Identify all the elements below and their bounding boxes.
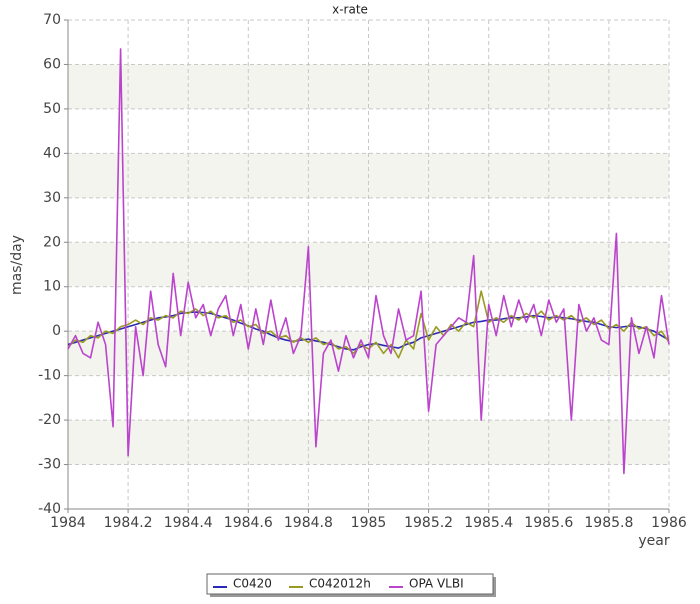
x-tick-label: 1985.2 — [404, 515, 453, 531]
x-axis-label: year — [638, 533, 669, 549]
plot-area — [64, 19, 670, 513]
legend-label: OPA VLBI — [409, 577, 464, 591]
y-tick-label: 0 — [52, 323, 61, 339]
y-tick-label: 40 — [43, 145, 61, 161]
y-tick-label: 10 — [43, 279, 61, 295]
series-line — [67, 48, 670, 475]
legend: C0420 C042012h OPA VLBI — [206, 573, 496, 597]
x-tick-label: 1985 — [351, 515, 387, 531]
chart-title: x-rate — [332, 3, 368, 17]
y-tick-label: 50 — [43, 101, 61, 117]
y-tick-label: 60 — [43, 56, 61, 72]
y-tick-label: 30 — [43, 190, 61, 206]
series-line — [67, 290, 670, 359]
y-tick-label: -10 — [38, 368, 61, 384]
y-tick-label: -30 — [38, 457, 61, 473]
legend-box — [206, 573, 494, 595]
x-tick-label: 1984 — [50, 515, 86, 531]
y-tick-label: 70 — [43, 12, 61, 28]
x-tick-label: 1984.6 — [224, 515, 273, 531]
x-tick-label: 1985.4 — [464, 515, 513, 531]
x-tick-label: 1984.2 — [104, 515, 153, 531]
x-tick-label: 1984.4 — [164, 515, 213, 531]
x-tick-label: 1984.8 — [284, 515, 333, 531]
y-axis-label: mas/day — [9, 235, 25, 295]
legend-label: C0420 — [233, 577, 272, 591]
x-tick-label: 1985.8 — [584, 515, 633, 531]
x-tick-label: 1985.6 — [524, 515, 573, 531]
y-tick-label: 20 — [43, 234, 61, 250]
x-tick-label: 1986 — [651, 515, 687, 531]
y-tick-label: -40 — [38, 501, 61, 517]
legend-label: C042012h — [309, 577, 371, 591]
y-tick-label: -20 — [38, 412, 61, 428]
